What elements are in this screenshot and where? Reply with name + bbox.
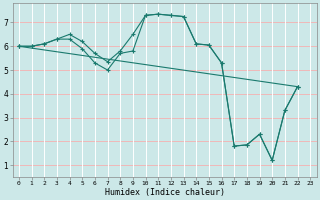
X-axis label: Humidex (Indice chaleur): Humidex (Indice chaleur): [105, 188, 225, 197]
